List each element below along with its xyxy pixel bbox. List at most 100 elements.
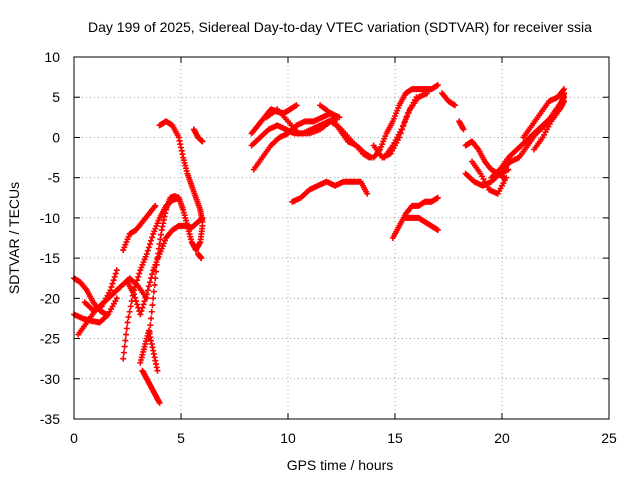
data-point (108, 283, 115, 290)
data-point (110, 277, 117, 284)
y-tick-label: -25 (40, 331, 60, 347)
data-point (121, 343, 128, 350)
data-point (149, 271, 156, 278)
data-series (462, 166, 512, 189)
x-tick-label: 10 (280, 430, 296, 446)
data-point (336, 114, 343, 121)
data-point (138, 308, 145, 315)
data-point (150, 295, 157, 302)
data-series (71, 275, 110, 318)
data-point (126, 308, 133, 315)
data-series (317, 102, 375, 161)
data-point (107, 287, 114, 294)
data-point (199, 138, 206, 145)
data-point (152, 202, 159, 209)
data-point (111, 273, 118, 280)
data-series (145, 193, 206, 342)
data-point (148, 308, 155, 315)
data-point (151, 281, 158, 288)
y-axis-label: SDTVAR / TECUs (6, 182, 22, 294)
data-point (434, 194, 441, 201)
data-series (156, 118, 206, 225)
data-point (404, 112, 411, 119)
data-point (146, 279, 153, 286)
data-point (133, 280, 140, 287)
data-point (147, 322, 154, 329)
data-point (142, 294, 149, 301)
y-tick-label: -5 (48, 170, 61, 186)
data-series (81, 267, 120, 314)
data-point (364, 190, 371, 197)
data-series (469, 158, 510, 197)
data-point (152, 275, 159, 282)
data-point (139, 304, 146, 311)
x-tick-label: 5 (177, 430, 185, 446)
data-point (150, 288, 157, 295)
data-point (154, 367, 161, 374)
data-point (141, 298, 148, 305)
data-point (144, 247, 151, 254)
data-point (293, 102, 300, 109)
data-point (401, 119, 408, 126)
data-point (113, 267, 120, 274)
data-point (460, 126, 467, 133)
data-point (145, 244, 152, 251)
data-point (149, 234, 156, 241)
data-point (112, 270, 119, 277)
plot-frame (73, 56, 610, 420)
data-point (140, 301, 147, 308)
data-point (199, 218, 206, 225)
data-point (505, 166, 512, 173)
data-series (381, 90, 431, 161)
data-point (153, 261, 160, 268)
data-point (405, 109, 412, 116)
data-point (109, 280, 116, 287)
data-point (123, 325, 130, 332)
data-point (561, 86, 568, 93)
data-series (289, 178, 371, 205)
data-point (134, 277, 141, 284)
data-point (113, 295, 120, 302)
data-point (120, 349, 127, 356)
data-point (402, 116, 409, 123)
data-point (123, 331, 130, 338)
data-point (424, 90, 431, 97)
data-point (143, 251, 150, 258)
data-point (137, 311, 144, 318)
y-tick-label: 10 (44, 49, 60, 65)
data-point (149, 302, 156, 309)
axis-ticks (73, 56, 610, 420)
data-point (434, 82, 441, 89)
y-tick-label: -35 (40, 411, 60, 427)
data-point (130, 291, 137, 298)
y-tick-label: 0 (52, 129, 60, 145)
data-series (370, 82, 441, 161)
data-series (520, 86, 568, 141)
y-tick-label: -20 (40, 290, 60, 306)
data-point (198, 255, 205, 262)
data-point (399, 123, 406, 130)
data-point (120, 355, 127, 362)
data-series (531, 98, 568, 153)
data-series (402, 214, 441, 233)
data-point (122, 337, 129, 344)
data-point (146, 241, 153, 248)
data-point (146, 328, 153, 335)
data-point (135, 273, 142, 280)
data-series (190, 126, 206, 145)
x-tick-label: 25 (601, 430, 617, 446)
data-point (398, 126, 405, 133)
x-tick-label: 0 (70, 430, 78, 446)
x-tick-label: 15 (387, 430, 403, 446)
data-series (120, 202, 159, 254)
data-point (131, 283, 138, 290)
data-point (503, 174, 510, 181)
y-tick-label: -10 (40, 210, 60, 226)
data-point (136, 270, 143, 277)
data-point (156, 399, 163, 406)
data-point (148, 237, 155, 244)
data-point (134, 301, 141, 308)
data-point (131, 294, 138, 301)
data-point (127, 303, 134, 310)
